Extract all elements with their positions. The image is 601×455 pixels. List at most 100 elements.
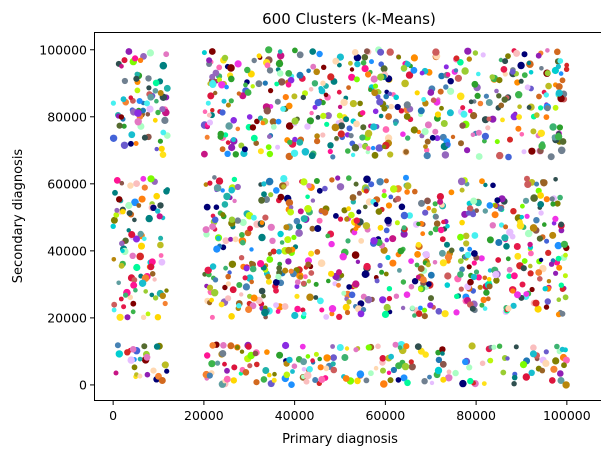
data-point	[403, 149, 409, 155]
data-point	[435, 356, 443, 364]
data-point	[225, 102, 231, 108]
data-point	[385, 254, 391, 261]
data-point	[351, 144, 360, 152]
data-point	[310, 63, 317, 70]
data-point	[464, 47, 472, 55]
data-point	[416, 221, 421, 227]
data-point	[438, 72, 445, 80]
data-point	[513, 344, 519, 350]
data-point	[300, 94, 306, 101]
data-point	[211, 289, 219, 297]
data-point	[433, 220, 441, 227]
data-point	[335, 175, 341, 181]
data-point	[249, 124, 257, 131]
data-point	[146, 85, 152, 91]
data-point	[280, 175, 288, 183]
data-point	[397, 247, 405, 255]
data-point	[380, 367, 386, 374]
data-point	[327, 148, 333, 155]
data-point	[473, 269, 480, 275]
data-point	[239, 218, 247, 227]
data-point	[138, 242, 145, 250]
data-point	[482, 306, 488, 311]
data-point	[317, 259, 326, 268]
data-point	[423, 152, 431, 160]
data-point	[518, 78, 524, 84]
data-point	[388, 353, 394, 360]
data-point	[421, 307, 428, 313]
y-axis: 0 20000 40000 60000 80000 100000	[39, 42, 95, 392]
data-point	[544, 238, 550, 244]
data-point	[127, 356, 135, 364]
data-point	[313, 281, 319, 287]
data-point	[472, 50, 479, 56]
data-point	[431, 207, 437, 214]
data-point	[345, 148, 351, 154]
data-point	[337, 216, 344, 222]
data-point	[517, 61, 525, 70]
data-point	[149, 292, 155, 298]
data-point	[352, 280, 360, 288]
data-point	[313, 178, 320, 184]
data-point	[554, 48, 561, 56]
data-point	[114, 342, 121, 349]
data-point	[111, 257, 117, 262]
data-point	[330, 344, 335, 349]
data-point	[109, 134, 118, 142]
data-point	[501, 234, 509, 242]
data-point	[386, 286, 393, 292]
data-point	[244, 89, 252, 96]
data-point	[415, 274, 421, 280]
data-point	[201, 50, 207, 56]
data-point	[533, 217, 540, 224]
data-point	[131, 277, 138, 283]
data-point	[439, 259, 447, 267]
data-point	[275, 309, 281, 314]
data-point	[157, 138, 163, 144]
data-point	[120, 208, 126, 215]
data-point	[524, 213, 530, 219]
data-point	[470, 211, 477, 218]
data-point	[460, 105, 466, 111]
data-point	[396, 54, 402, 60]
data-point	[457, 271, 464, 278]
data-point	[349, 67, 355, 72]
data-point	[544, 70, 551, 77]
data-point	[422, 209, 429, 216]
data-point	[258, 233, 266, 242]
data-point	[336, 89, 342, 95]
data-point	[336, 183, 345, 191]
data-point	[128, 95, 134, 100]
data-point	[128, 231, 136, 238]
data-point	[403, 113, 411, 120]
data-point	[360, 60, 367, 66]
y-tick-label: 80000	[47, 109, 87, 124]
data-point	[390, 366, 397, 374]
data-point	[314, 138, 321, 145]
data-point	[130, 300, 137, 307]
data-point	[298, 274, 304, 280]
data-point	[394, 220, 400, 226]
data-point	[265, 144, 272, 151]
data-point	[140, 107, 147, 114]
data-point	[209, 223, 217, 231]
data-point	[161, 116, 169, 124]
data-point	[270, 248, 277, 255]
data-point	[544, 298, 551, 305]
data-point	[257, 115, 264, 121]
data-point	[288, 381, 295, 389]
data-point	[421, 313, 428, 320]
data-point	[217, 130, 225, 138]
data-point	[543, 114, 550, 120]
data-point	[457, 233, 464, 241]
data-point	[365, 71, 372, 78]
data-point	[369, 59, 374, 65]
data-point	[554, 241, 562, 250]
data-point	[513, 243, 521, 250]
data-point	[446, 109, 454, 117]
data-point	[537, 201, 545, 208]
data-point	[285, 246, 293, 254]
data-point	[350, 152, 356, 158]
data-point	[232, 236, 239, 243]
